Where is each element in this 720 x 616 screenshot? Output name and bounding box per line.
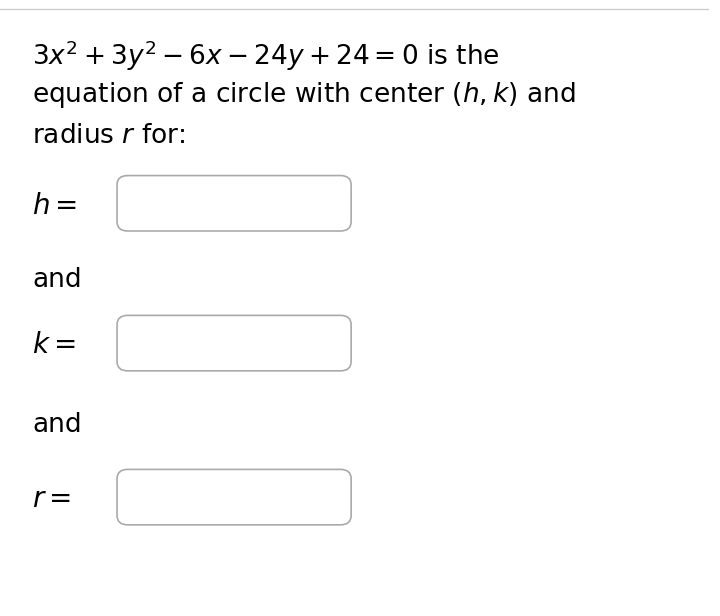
Text: and: and <box>32 267 81 293</box>
Text: $r =$: $r =$ <box>32 485 71 513</box>
Text: and: and <box>32 412 81 438</box>
Text: radius $r$ for:: radius $r$ for: <box>32 123 185 148</box>
Text: $h =$: $h =$ <box>32 192 77 221</box>
Text: $k =$: $k =$ <box>32 331 76 359</box>
Text: $3x^2 + 3y^2 - 6x - 24y + 24 = 0$ is the: $3x^2 + 3y^2 - 6x - 24y + 24 = 0$ is the <box>32 38 500 73</box>
FancyBboxPatch shape <box>117 315 351 371</box>
Text: equation of a circle with center $(h, k)$ and: equation of a circle with center $(h, k)… <box>32 81 575 110</box>
FancyBboxPatch shape <box>117 469 351 525</box>
FancyBboxPatch shape <box>117 176 351 231</box>
